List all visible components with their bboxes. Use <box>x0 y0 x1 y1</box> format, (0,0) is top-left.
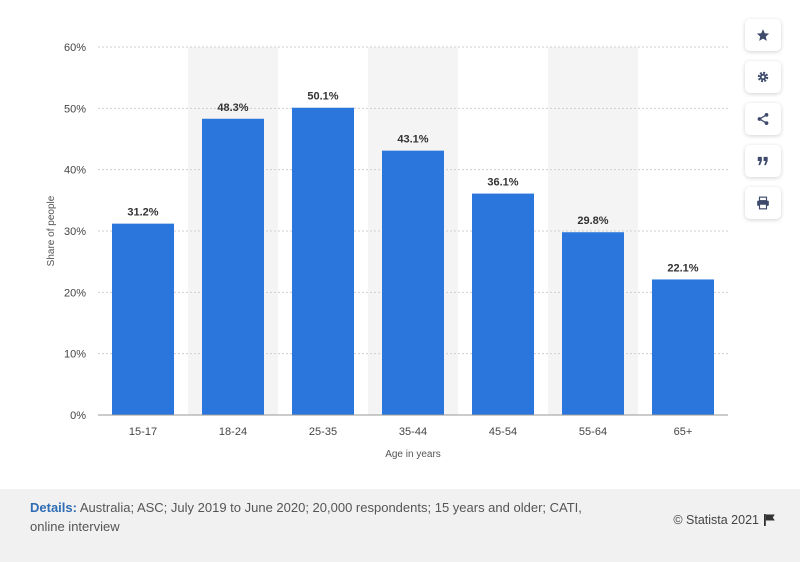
value-label-15-17: 31.2% <box>127 207 158 219</box>
details-body: Australia; ASC; July 2019 to June 2020; … <box>30 500 582 534</box>
bar-55-64[interactable] <box>562 232 624 415</box>
value-label-45-54: 36.1% <box>487 177 518 189</box>
y-axis-label: Share of people <box>46 195 57 266</box>
x-tick-label-65+: 65+ <box>674 426 693 438</box>
x-axis-label: Age in years <box>385 449 441 460</box>
value-label-55-64: 29.8% <box>577 215 608 227</box>
y-tick-label: 20% <box>64 287 86 299</box>
x-tick-label-18-24: 18-24 <box>219 426 247 438</box>
settings-button[interactable] <box>745 61 781 93</box>
y-tick-label: 10% <box>64 349 86 361</box>
value-label-25-35: 50.1% <box>307 91 338 103</box>
value-label-18-24: 48.3% <box>217 102 248 114</box>
value-label-35-44: 43.1% <box>397 134 428 146</box>
cite-button[interactable] <box>745 145 781 177</box>
print-icon <box>757 196 769 210</box>
y-tick-label: 50% <box>64 103 86 115</box>
x-tick-label-45-54: 45-54 <box>489 426 517 438</box>
bar-65+[interactable] <box>652 279 714 415</box>
bar-15-17[interactable] <box>112 223 174 415</box>
y-tick-label: 0% <box>70 410 86 422</box>
favorite-button[interactable] <box>745 19 781 51</box>
credit-text: © Statista 2021 <box>673 513 759 527</box>
chart-toolbar <box>745 19 783 229</box>
share-button[interactable] <box>745 103 781 135</box>
details-label: Details: <box>30 500 77 515</box>
source-credit[interactable]: © Statista 2021 <box>673 513 775 527</box>
x-axis-ticks: 15-17 18-24 25-35 35-44 45-54 55-64 65+ <box>129 426 692 438</box>
quote-icon <box>757 156 768 166</box>
value-labels: 31.2% 48.3% 50.1% 43.1% 36.1% 29.8% 22.1% <box>127 91 698 275</box>
flag-icon <box>764 514 775 526</box>
bar-45-54[interactable] <box>472 193 534 415</box>
bar-35-44[interactable] <box>382 150 444 416</box>
y-axis-ticks: 0% 10% 20% 30% 40% 50% 60% <box>64 42 86 422</box>
y-tick-label: 40% <box>64 165 86 177</box>
y-tick-label: 30% <box>64 226 86 238</box>
star-icon <box>756 29 770 41</box>
bar-25-35[interactable] <box>292 107 354 415</box>
footer: Details: Australia; ASC; July 2019 to Ju… <box>0 489 800 562</box>
bars <box>112 107 714 416</box>
value-label-65+: 22.1% <box>667 262 698 274</box>
share-icon <box>757 113 769 125</box>
gear-icon <box>757 71 769 83</box>
x-tick-label-55-64: 55-64 <box>579 426 607 438</box>
details-text: Details: Australia; ASC; July 2019 to Ju… <box>30 498 590 536</box>
x-tick-label-35-44: 35-44 <box>399 426 427 438</box>
bar-18-24[interactable] <box>202 118 264 415</box>
y-tick-label: 60% <box>64 42 86 54</box>
x-tick-label-15-17: 15-17 <box>129 426 157 438</box>
print-button[interactable] <box>745 187 781 219</box>
bar-chart: 0% 10% 20% 30% 40% 50% 60% 31.2% 48.3% 50.1% 43.1… <box>46 42 728 460</box>
chart-card: 0% 10% 20% 30% 40% 50% 60% 31.2% 48.3% 50.1% 43.1… <box>0 0 800 489</box>
x-tick-label-25-35: 25-35 <box>309 426 337 438</box>
